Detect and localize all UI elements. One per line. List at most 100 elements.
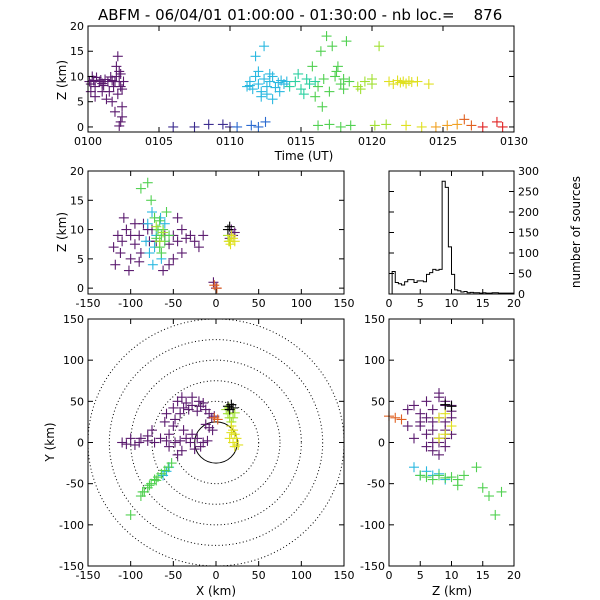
source-point	[321, 31, 332, 42]
source-point	[175, 408, 186, 419]
histogram-outline	[389, 180, 514, 295]
source-point	[129, 439, 140, 450]
figure-title: ABFM - 06/04/01 01:00:00 - 01:30:00 - nb…	[98, 6, 502, 24]
source-point	[446, 472, 457, 483]
source-point	[427, 445, 438, 456]
source-point	[228, 425, 239, 436]
y-tick-label: -100	[59, 519, 84, 532]
source-point	[168, 421, 179, 432]
source-point	[187, 392, 198, 403]
source-point	[440, 472, 451, 483]
source-point	[434, 388, 444, 399]
y-tick-label: 100	[518, 247, 539, 260]
source-point	[115, 68, 126, 79]
y-tick-label: -150	[59, 560, 84, 573]
panel-time-height-ticks: 0100 0105 0110 0115 0120 0125 0130 0 5 10 15 20	[70, 20, 528, 148]
x-tick-label: 100	[291, 297, 312, 310]
x-tick-label: 10	[445, 569, 459, 582]
panel-plan-view-ticks: -150 -100 -50 0 50 100 150 -150 -100 -50 0 50 100 150	[59, 313, 354, 582]
source-point	[147, 207, 157, 217]
histogram-bin	[423, 282, 426, 294]
source-point	[396, 414, 407, 425]
source-point	[401, 78, 412, 89]
source-point	[193, 242, 204, 253]
source-point	[259, 74, 270, 84]
range-ring	[172, 400, 260, 485]
y-tick-label: 0	[378, 437, 385, 450]
source-point	[117, 236, 128, 247]
panel-z-y-ticks: 0 5 10 15 20 -150 -100 -50 0 50 100 150	[360, 313, 521, 582]
source-point	[151, 221, 162, 232]
source-point	[168, 402, 179, 413]
source-point	[430, 121, 441, 132]
source-point	[290, 76, 301, 87]
source-point	[172, 212, 183, 223]
y-tick-label: 250	[518, 186, 539, 199]
x-tick-label: 20	[507, 297, 521, 310]
x-tick-label: 0	[386, 297, 393, 310]
y-tick-label: 20	[70, 20, 84, 33]
x-tick-label: 0105	[145, 135, 173, 148]
source-point	[125, 509, 136, 520]
panel-time-height-marks	[84, 31, 508, 132]
source-point	[161, 435, 172, 446]
source-point	[310, 91, 321, 102]
y-tick-label: -50	[66, 478, 84, 491]
y-tick-label: 0	[77, 121, 84, 134]
y-tick-label: 0	[518, 288, 525, 301]
source-point	[335, 121, 346, 132]
source-point	[141, 236, 152, 247]
source-point	[137, 486, 148, 497]
source-point	[108, 242, 119, 253]
source-point	[459, 114, 470, 125]
source-point	[381, 119, 392, 130]
source-point	[401, 120, 412, 131]
source-point	[421, 429, 432, 440]
source-point	[427, 404, 438, 415]
source-point	[281, 76, 292, 87]
source-point	[142, 218, 153, 229]
source-point	[267, 71, 278, 82]
source-point	[193, 396, 204, 407]
y-tick-label: 150	[63, 313, 84, 326]
source-point	[95, 75, 106, 86]
source-point	[264, 68, 275, 79]
source-point	[409, 433, 419, 444]
source-point	[112, 51, 123, 62]
source-point	[335, 79, 346, 90]
source-point	[149, 437, 160, 448]
y-tick-label: 200	[518, 206, 539, 219]
y-tick-label: 150	[518, 227, 539, 240]
source-point	[229, 407, 240, 418]
source-point	[203, 119, 214, 130]
source-point	[164, 441, 175, 452]
panel-plan-view: -150 -100 -50 0 50 100 150 -150 -100 -50 0 50 100 150…	[43, 313, 355, 598]
source-point	[158, 265, 169, 276]
source-point	[112, 89, 123, 100]
source-point	[112, 230, 123, 241]
source-point	[115, 116, 126, 127]
source-point	[172, 449, 183, 460]
panel-time-height-xlabel: Time (UT)	[274, 149, 334, 163]
source-point	[224, 404, 235, 415]
panel-z-y-frame	[388, 318, 515, 567]
y-tick-label: 150	[364, 313, 385, 326]
source-point	[144, 248, 155, 258]
source-point	[187, 429, 198, 440]
source-point	[259, 41, 270, 52]
source-point	[440, 429, 451, 440]
source-point	[90, 81, 101, 92]
source-point	[338, 84, 349, 95]
source-point	[315, 46, 326, 57]
source-point	[415, 416, 426, 427]
source-point	[423, 79, 434, 90]
x-tick-label: 5	[417, 297, 424, 310]
source-point	[421, 412, 432, 423]
source-point	[359, 76, 370, 87]
source-point	[233, 439, 244, 450]
x-tick-label: 0	[213, 569, 220, 582]
y-tick-label: -100	[360, 519, 385, 532]
source-point	[134, 437, 145, 448]
source-point	[129, 239, 140, 250]
source-point	[224, 433, 235, 444]
